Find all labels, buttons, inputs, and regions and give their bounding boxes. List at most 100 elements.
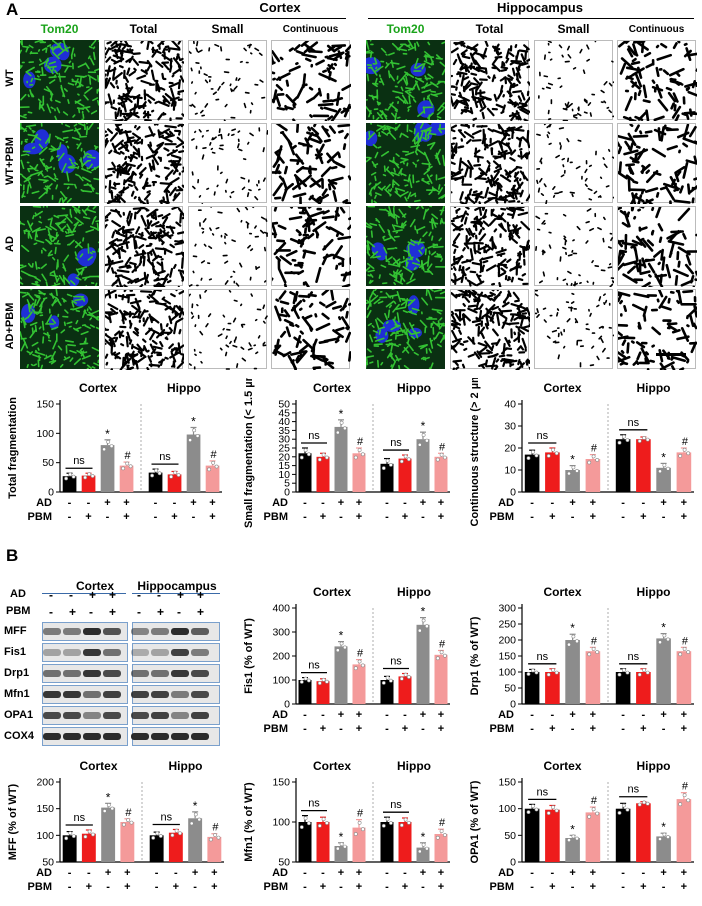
blot-band [191,628,209,635]
chart-y-tick-label: 15 [278,460,290,472]
chart-data-point [110,806,115,811]
chart-total-fragmentation: Cortex Hippo Total fragmentation 0 50 100 150 n… [7,381,222,523]
chart-bar [352,453,366,492]
chart-data-point [617,811,622,815]
chart-bar [148,472,163,492]
chart-star-label: * [570,822,575,836]
chart-bar [298,680,312,704]
chart-data-point [435,835,440,840]
chart-data-point [637,802,642,807]
chart-bar [656,836,671,862]
chart-y-tick-label: 40 [278,416,290,428]
chart-pbm-sign: - [530,723,534,735]
chart-bar [380,822,394,862]
micrograph-cortex-ad-pbm-continuous [271,289,351,370]
chart-ad-sign: - [403,497,407,509]
chart-bar [380,680,394,704]
chart-region-title: Cortex [313,759,351,773]
micrograph-cortex-wt-tom20 [20,40,99,120]
chart-pbm-sign: - [421,881,425,893]
chart-bar [676,452,692,492]
chart-star-label: * [339,830,344,844]
micrograph-hippocampus-ad-continuous [617,206,697,287]
blot-pbm-sign: - [89,605,93,619]
chart-data-point [424,846,429,851]
chart-ad-sign: + [681,709,687,721]
chart-ylabel: OPA1 (% of WT) [469,780,481,863]
chart-data-point [122,822,126,827]
chart-ns-label: ns [308,660,320,672]
chart-ad-sign: - [642,497,646,509]
chart-bar [585,459,601,492]
chart-data-point [571,465,576,470]
chart-data-point [321,817,326,822]
chart-data-point [176,473,181,477]
chart-bar [565,640,580,704]
chart-region-title: Hippo [637,759,671,773]
chart-pbm-sign: - [303,511,307,523]
chart-data-point [343,426,347,431]
chart-data-point [353,666,358,671]
chart-pbm-sign: - [662,881,666,893]
micrograph-hippocampus-wt-tom20 [366,40,445,120]
chart-data-point [207,467,212,472]
chart-data-point [216,835,221,840]
chart-pbm-sign: + [86,881,92,893]
col-head-small-hippocampus: Small [557,22,590,36]
blot-band [83,649,101,656]
chart-pbm-sign: + [356,881,362,893]
chart-pbm-sign: + [356,511,362,523]
chart-data-point [157,471,162,476]
chart-data-point [385,817,390,822]
chart-y-tick-label: 50 [42,857,54,869]
chart-ad-sign: - [621,497,625,509]
chart-data-point [662,832,667,837]
chart-bar [186,434,201,492]
blot-band [151,628,169,635]
chart-data-point [106,803,111,807]
chart-ns-label: ns [73,812,85,824]
micrograph-hippocampus-ad-tom20 [366,206,445,286]
chart-data-point [546,672,551,677]
chart-pbm-sign: - [303,723,307,735]
chart-data-point [625,670,630,675]
chart-data-point [154,468,159,473]
chart-ylabel: Mfn1 (% of WT) [243,782,255,862]
chart-data-point [68,472,73,477]
chart-data-point [403,672,408,677]
blot-band [63,712,81,719]
chart-data-point [335,430,340,435]
region-title-cortex: Cortex [259,0,301,15]
chart-data-point [388,463,393,467]
blot-band [191,733,209,740]
blot-band [63,649,81,656]
chart-data-point [682,793,687,798]
chart-data-point [192,428,197,433]
blot-ad-sign: + [177,588,185,602]
chart-data-point [71,834,76,839]
chart-data-point [435,457,440,462]
chart-data-point [178,831,182,836]
chart-y-tick-label: 200 [272,651,290,663]
chart-data-point [595,650,600,654]
micrograph-cortex-wt-pbm-small [188,123,268,204]
chart-ns-label: ns [627,417,639,429]
chart-ad-sign: + [123,497,129,509]
chart-pbm-sign: + [85,511,91,523]
chart-ns-label: ns [536,786,548,798]
chart-mff: Cortex Hippo MFF (% of WT) 50 100 150 200 ns * # n… [7,759,224,893]
chart-pbm-sign: + [681,723,687,735]
chart-data-point [526,810,531,815]
blot-band [43,712,61,719]
chart-data-point [169,474,174,479]
blot-band [83,712,101,719]
chart-data-point [686,650,691,654]
chart-opa1: Cortex Hippo OPA1 (% of WT) 0 50 100 150 ns * # ns… [469,759,694,893]
chart-data-point [442,833,447,837]
chart-ns-label: ns [390,799,402,811]
chart-region-title: Cortex [79,381,117,395]
chart-data-point [421,618,426,623]
micrograph-hippocampus-ad-pbm-tom20 [366,289,445,369]
chart-data-point [109,444,114,449]
blot-band [171,691,189,698]
